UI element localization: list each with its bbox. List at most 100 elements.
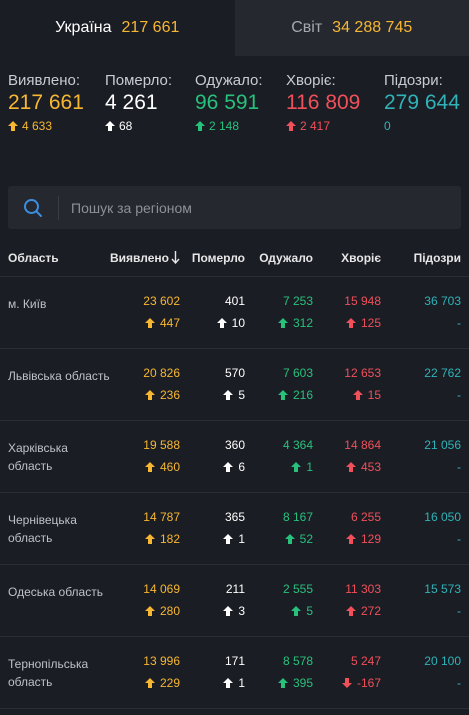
table-row[interactable]: Тернопільська область 13 996 229 171 1 8…: [0, 637, 469, 709]
arrow-up-icon: [352, 390, 363, 400]
arrow-down-icon: [341, 678, 352, 688]
arrow-up-icon: [8, 121, 18, 131]
row-deaths-delta: 1: [223, 676, 245, 690]
search-divider: [58, 195, 59, 220]
stat-sick-label: Хворіє:: [286, 72, 336, 89]
row-confirmed: 20 826: [143, 366, 180, 380]
stat-deaths-delta-value: 68: [119, 119, 133, 133]
stat-confirmed-delta: 4 633: [8, 119, 105, 133]
row-sick-delta-value: 453: [360, 460, 381, 474]
row-deaths-delta-value: 1: [238, 676, 245, 690]
row-deaths: 570: [224, 366, 245, 380]
table-row[interactable]: м. Київ 23 602 447 401 10 7 253 312 15 9…: [0, 277, 469, 349]
row-recovered-delta: 312: [277, 316, 313, 330]
stat-sick-value: 116 809: [286, 91, 361, 114]
row-sick-delta-value: 125: [360, 316, 381, 330]
row-sick-delta-value: -167: [356, 676, 381, 690]
row-sick: 15 948: [344, 294, 381, 308]
search-icon: [24, 198, 42, 217]
row-region: Тернопільська область: [8, 657, 89, 689]
arrow-up-icon: [277, 390, 288, 400]
row-suspected-delta: -: [457, 676, 461, 690]
stat-confirmed-value: 217 661: [8, 91, 84, 114]
arrow-up-icon: [291, 606, 302, 616]
header-suspected[interactable]: Підозри: [413, 250, 461, 265]
row-suspected-delta-value: -: [457, 460, 461, 474]
row-deaths-delta-value: 10: [231, 316, 245, 330]
row-sick-delta-value: 15: [367, 388, 381, 402]
row-confirmed-delta-value: 460: [159, 460, 180, 474]
region-search: [8, 186, 461, 229]
stat-recovered-value: 96 591: [195, 91, 260, 114]
stat-confirmed-delta-value: 4 633: [22, 119, 53, 133]
row-recovered-delta-value: 395: [292, 676, 313, 690]
stat-confirmed: Виявлено: 217 661 4 633: [8, 72, 105, 201]
table-row[interactable]: Львівська область 20 826 236 570 5 7 603…: [0, 349, 469, 421]
row-sick-delta: 453: [345, 460, 381, 474]
stat-deaths-value: 4 261: [105, 91, 158, 114]
arrow-up-icon: [144, 462, 155, 472]
stat-recovered: Одужало: 96 591 2 148: [195, 72, 286, 201]
search-input[interactable]: [59, 199, 461, 216]
header-recovered[interactable]: Одужало: [259, 250, 313, 265]
tab-world-count: 34 288 745: [332, 19, 413, 36]
row-deaths: 365: [224, 510, 245, 524]
row-suspected-delta-value: -: [457, 604, 461, 618]
row-region: Чернівецька область: [8, 513, 77, 545]
row-sick: 5 247: [350, 654, 381, 668]
row-suspected: 22 762: [424, 366, 461, 380]
tab-ukraine[interactable]: Україна 217 661: [0, 0, 235, 56]
arrow-up-icon: [223, 678, 234, 688]
row-confirmed-delta-value: 229: [159, 676, 180, 690]
header-confirmed[interactable]: Виявлено: [110, 251, 180, 265]
row-suspected-delta-value: -: [457, 676, 461, 690]
arrow-up-icon: [144, 390, 155, 400]
table-row[interactable]: Одеська область 14 069 280 211 3 2 555 5…: [0, 565, 469, 637]
arrow-up-icon: [144, 534, 155, 544]
table-row[interactable]: Чернівецька область 14 787 182 365 1 8 1…: [0, 493, 469, 565]
row-suspected: 20 100: [424, 654, 461, 668]
stat-recovered-delta: 2 148: [195, 119, 286, 133]
summary-stats: Виявлено: 217 661 4 633 Померло: 4 261 6…: [0, 56, 469, 201]
row-deaths-delta-value: 1: [238, 532, 245, 546]
tab-world[interactable]: Світ 34 288 745: [234, 0, 469, 56]
row-confirmed-delta-value: 447: [159, 316, 180, 330]
row-region: Львівська область: [8, 369, 110, 383]
table-row[interactable]: Харківська область 19 588 460 360 6 4 36…: [0, 421, 469, 493]
header-deaths[interactable]: Померло: [191, 250, 245, 265]
row-deaths: 171: [224, 654, 245, 668]
row-sick-delta-value: 129: [360, 532, 381, 546]
arrow-up-icon: [345, 318, 356, 328]
arrow-up-icon: [144, 606, 155, 616]
stat-suspected-delta: 0: [384, 119, 469, 133]
header-region[interactable]: Область: [8, 250, 59, 265]
row-confirmed-delta: 280: [144, 604, 180, 618]
row-confirmed-delta-value: 280: [159, 604, 180, 618]
row-confirmed-delta: 447: [144, 316, 180, 330]
row-sick: 14 864: [344, 438, 381, 452]
arrow-up-icon: [286, 121, 296, 131]
row-recovered-delta-value: 216: [292, 388, 313, 402]
row-recovered: 8 167: [282, 510, 313, 524]
row-suspected-delta-value: -: [457, 316, 461, 330]
row-confirmed-delta: 182: [144, 532, 180, 546]
sort-down-icon: [171, 251, 180, 264]
arrow-up-icon: [345, 534, 356, 544]
row-confirmed: 23 602: [143, 294, 180, 308]
row-suspected-delta-value: -: [457, 532, 461, 546]
stat-suspected-label: Підозри:: [384, 72, 443, 89]
row-sick-delta: 125: [345, 316, 381, 330]
table-header: Область Виявлено Померло Одужало Хворіє …: [0, 239, 469, 277]
search-button[interactable]: [8, 198, 58, 218]
row-sick: 11 303: [345, 582, 381, 596]
header-sick[interactable]: Хворіє: [341, 250, 381, 265]
arrow-up-icon: [291, 462, 302, 472]
row-confirmed: 13 996: [143, 654, 180, 668]
tab-ukraine-count: 217 661: [121, 19, 180, 36]
row-confirmed-delta: 236: [144, 388, 180, 402]
row-recovered-delta: 5: [291, 604, 313, 618]
row-recovered: 4 364: [282, 438, 313, 452]
stat-confirmed-label: Виявлено:: [8, 72, 81, 89]
row-sick-delta-value: 272: [360, 604, 381, 618]
row-suspected: 36 703: [424, 294, 461, 308]
